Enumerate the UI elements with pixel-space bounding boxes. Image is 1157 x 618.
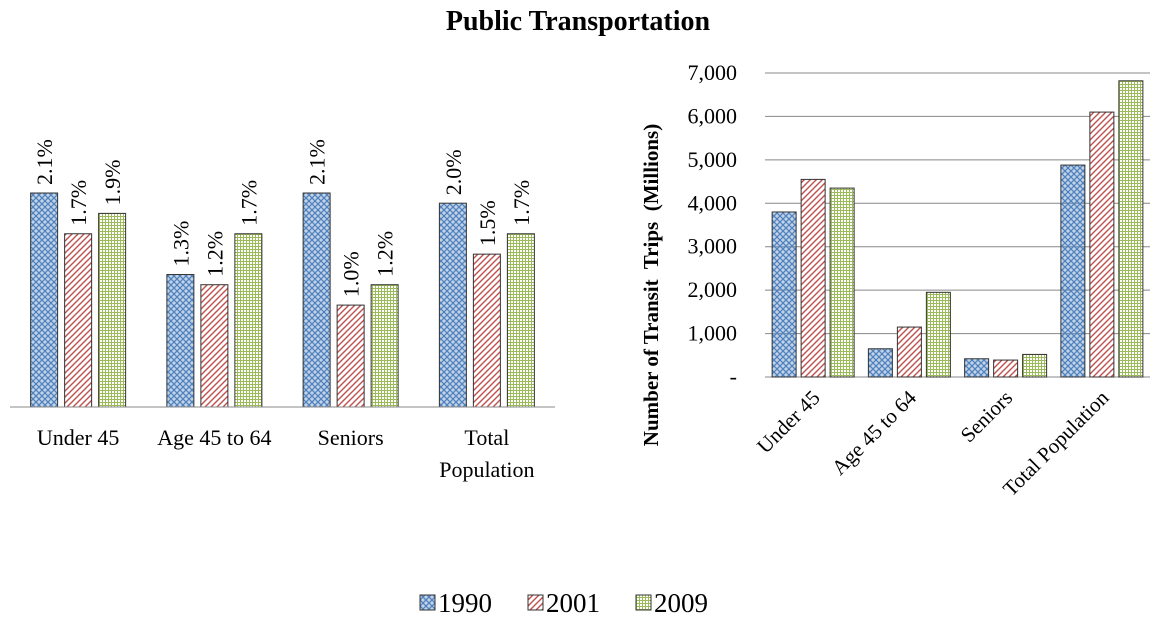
y-tick-label: 2,000 bbox=[688, 277, 738, 302]
bar bbox=[964, 358, 990, 378]
data-label: 1.3% bbox=[168, 221, 193, 267]
y-tick-label: 4,000 bbox=[688, 190, 738, 215]
legend-swatch bbox=[527, 594, 544, 611]
x-tick-label: Seniors bbox=[956, 386, 1018, 448]
bar bbox=[234, 233, 263, 408]
legend-label: 2009 bbox=[654, 588, 708, 618]
legend-label: 2001 bbox=[546, 588, 600, 618]
x-tick-label: Age 45 to 64 bbox=[157, 425, 272, 450]
legend-swatch bbox=[635, 594, 652, 611]
bar bbox=[800, 178, 826, 378]
x-tick-label: Under 45 bbox=[752, 386, 825, 459]
bar bbox=[370, 284, 399, 408]
y-tick-label: 7,000 bbox=[688, 60, 738, 85]
bar bbox=[30, 192, 59, 408]
bar bbox=[166, 274, 195, 408]
data-label: 1.9% bbox=[100, 160, 125, 206]
y-tick-label: - bbox=[730, 364, 737, 389]
bar bbox=[867, 348, 893, 378]
data-label: 1.7% bbox=[509, 180, 534, 226]
bar bbox=[472, 253, 501, 408]
bar bbox=[200, 284, 229, 408]
bar bbox=[506, 233, 535, 408]
bar bbox=[64, 233, 93, 408]
data-label: 1.7% bbox=[66, 180, 91, 226]
bar bbox=[771, 211, 797, 378]
x-tick-label: Total Population bbox=[439, 425, 535, 482]
chart-title: Public Transportation bbox=[446, 6, 711, 37]
bar bbox=[336, 304, 365, 408]
y-tick-label: 6,000 bbox=[688, 103, 738, 128]
bar bbox=[829, 187, 855, 378]
bar bbox=[98, 212, 127, 408]
bar bbox=[1089, 111, 1115, 378]
data-label: 1.5% bbox=[475, 200, 500, 246]
bar bbox=[925, 291, 951, 378]
y-tick-label: 1,000 bbox=[688, 321, 738, 346]
data-label: 2.1% bbox=[305, 139, 330, 185]
data-label: 2.0% bbox=[441, 149, 466, 195]
y-tick-label: 5,000 bbox=[688, 147, 738, 172]
y-tick-label: 3,000 bbox=[688, 234, 738, 259]
data-label: 1.2% bbox=[202, 231, 227, 277]
data-label: 1.2% bbox=[373, 231, 398, 277]
x-tick-label: Seniors bbox=[317, 425, 384, 450]
bar bbox=[1022, 353, 1048, 378]
legend-swatch bbox=[419, 594, 436, 611]
data-label: 2.1% bbox=[32, 139, 57, 185]
legend-label: 1990 bbox=[438, 588, 492, 618]
data-label: 1.0% bbox=[339, 251, 364, 297]
data-label: 1.7% bbox=[236, 180, 261, 226]
bar bbox=[438, 202, 467, 408]
bar bbox=[302, 192, 331, 408]
bar bbox=[993, 359, 1019, 378]
bar bbox=[1118, 80, 1144, 378]
bar bbox=[896, 326, 922, 378]
y-axis-label: Number of Transit Trips (Millions) bbox=[639, 124, 663, 446]
x-tick-label: Under 45 bbox=[36, 425, 120, 450]
bar bbox=[1060, 164, 1086, 378]
x-tick-label: Age 45 to 64 bbox=[827, 385, 921, 479]
